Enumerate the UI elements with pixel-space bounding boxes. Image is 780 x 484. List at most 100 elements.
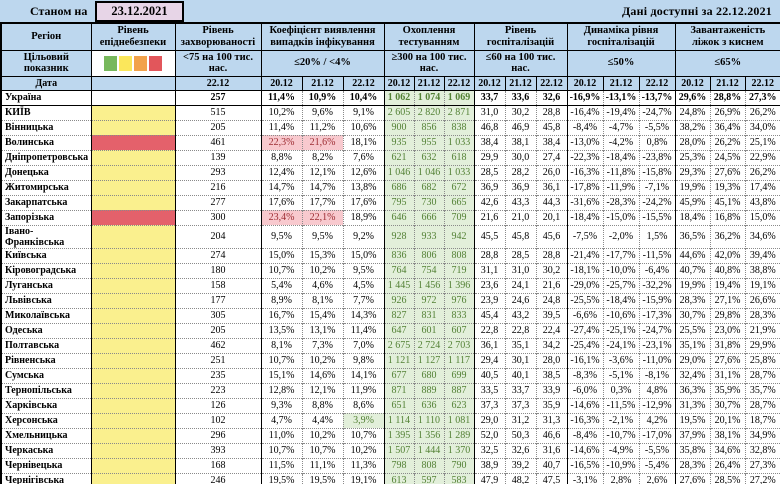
dynamics-cell: -7,1% (638, 179, 676, 196)
testing-cell: 636 (413, 397, 444, 414)
testing-cell: 1 370 (443, 442, 474, 459)
danger-cell (90, 179, 175, 196)
oxygen-cell: 23,0% (709, 322, 746, 339)
hospitalization-cell: 28,5 (504, 247, 536, 264)
detection-cell: 10,7% (342, 427, 384, 444)
detection-cell: 10,2% (342, 442, 384, 459)
hospitalization-cell: 39,2 (504, 457, 536, 474)
hospitalization-cell: 21,6 (535, 277, 567, 294)
testing-cell: 806 (413, 247, 444, 264)
dynamics-cell: -14,6% (566, 442, 603, 459)
detection-cell: 10,9% (301, 89, 343, 106)
morbidity-cell: 251 (174, 352, 261, 369)
dynamics-cell: -18,4% (602, 292, 639, 309)
testing-cell: 651 (383, 397, 414, 414)
detection-cell: 10,6% (342, 119, 384, 136)
hospitalization-cell: 21,6 (473, 209, 505, 226)
date-cell: 20.12 (473, 75, 506, 91)
oxygen-cell: 36,3% (674, 382, 711, 399)
detection-cell: 7,7% (342, 292, 384, 309)
table-row: Чернівецька 168 11,5% 11,1% 11,3% 798 808 790 38… (1, 457, 780, 474)
morbidity-header: Рівень захворюваності (174, 22, 262, 51)
testing-cell: 666 (413, 209, 444, 226)
detection-cell: 21,6% (301, 134, 343, 151)
detection-cell: 4,6% (301, 277, 343, 294)
testing-cell: 942 (443, 224, 474, 249)
region-cell: Полтавська (1, 337, 91, 354)
oxygen-cell: 28,5% (709, 472, 746, 484)
detection-cell: 11,0% (260, 427, 302, 444)
dynamics-cell: -10,0% (602, 262, 639, 279)
hospitalization-cell: 32,6 (504, 442, 536, 459)
oxygen-cell: 19,4% (709, 277, 746, 294)
dynamics-cell: 4,8% (638, 382, 676, 399)
detection-cell: 14,6% (301, 367, 343, 384)
hospitalization-cell: 24,1 (504, 277, 536, 294)
table-body: Україна 257 11,4% 10,9% 10,4% 1 062 1 074 1 069… (1, 89, 780, 484)
oxygen-cell: 35,1% (674, 337, 711, 354)
hospitalization-cell: 28,8 (535, 247, 567, 264)
oxygen-cell: 44,6% (674, 247, 711, 264)
detection-cell: 12,4% (260, 164, 302, 181)
detection-cell: 8,9% (260, 292, 302, 309)
oxygen-cell: 28,7% (744, 397, 780, 414)
oxygen-cell: 31,8% (709, 337, 746, 354)
region-cell: Луганська (1, 277, 91, 294)
hospitalization-cell: 40,5 (473, 367, 505, 384)
hospitalization-cell: 20,1 (535, 209, 567, 226)
testing-cell: 682 (413, 179, 444, 196)
dynamics-cell: -8,4% (566, 427, 603, 444)
detection-cell: 7,6% (342, 149, 384, 166)
oxygen-cell: 19,3% (709, 179, 746, 196)
detection-cell: 17,6% (342, 194, 384, 211)
orange-danger-swatch (134, 55, 147, 71)
oxygen-cell: 22,9% (744, 149, 780, 166)
dynamics-header: Динаміка рівня госпіталізацій (566, 22, 676, 51)
detection-cell: 11,4% (260, 89, 302, 106)
testing-cell: 1 074 (413, 89, 444, 106)
testing-cell: 623 (443, 397, 474, 414)
detection-cell: 10,7% (260, 352, 302, 369)
danger-cell (90, 292, 175, 309)
testing-cell: 790 (443, 457, 474, 474)
oxygen-cell: 38,1% (709, 427, 746, 444)
region-cell: Сумська (1, 367, 91, 384)
detection-cell: 5,4% (260, 277, 302, 294)
dynamics-cell: -28,3% (602, 194, 639, 211)
hospitalization-cell: 38,1 (504, 134, 536, 151)
danger-cell (90, 119, 175, 136)
dynamics-cell: -16,3% (566, 412, 603, 429)
morbidity-cell: 126 (174, 397, 261, 414)
detection-cell: 15,0% (342, 247, 384, 264)
dynamics-cell: 2,8% (602, 472, 639, 484)
testing-cell: 665 (443, 194, 474, 211)
detection-cell: 4,7% (260, 412, 302, 429)
table-row: Чернігівська 246 19,5% 19,5% 19,1% 613 597 583 4… (1, 472, 780, 484)
oxygen-cell: 40,8% (709, 262, 746, 279)
detection-cell: 11,3% (342, 457, 384, 474)
detection-cell: 9,1% (342, 104, 384, 121)
danger-cell (90, 149, 175, 166)
table-row: Волинська 461 22,3% 21,6% 18,1% 935 955 1 033 38… (1, 134, 780, 151)
testing-cell: 1 110 (413, 412, 444, 429)
detection-cell: 9,8% (342, 352, 384, 369)
danger-cell (90, 442, 175, 459)
oxygen-cell: 29,9% (744, 337, 780, 354)
hospitalization-cell: 47,9 (473, 472, 505, 484)
dynamics-cell: -23,1% (638, 337, 676, 354)
dynamics-cell: 2,6% (638, 472, 676, 484)
hospitalization-cell: 31,2 (504, 412, 536, 429)
region-cell: Чернівецька (1, 457, 91, 474)
morbidity-cell: 158 (174, 277, 261, 294)
danger-cell (90, 427, 175, 444)
oxygen-cell: 29,0% (674, 352, 711, 369)
detection-cell: 10,2% (260, 104, 302, 121)
as-of-label: Станом на (30, 3, 88, 18)
region-cell: Волинська (1, 134, 91, 151)
testing-cell: 887 (443, 382, 474, 399)
morbidity-cell: 293 (174, 164, 261, 181)
table-row: Тернопільська 223 12,8% 12,1% 11,9% 871 889 887… (1, 382, 780, 399)
detection-cell: 19,1% (342, 472, 384, 484)
dynamics-cell: -21,4% (566, 247, 603, 264)
hospitalization-cell: 43,3 (504, 194, 536, 211)
